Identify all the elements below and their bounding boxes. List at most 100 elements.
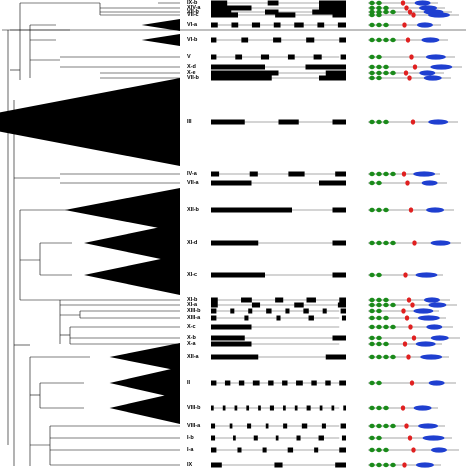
clade-triangle	[141, 34, 180, 46]
exon-block	[211, 70, 279, 76]
exon-block	[246, 405, 250, 411]
exon-block	[339, 37, 346, 43]
red-domain	[408, 324, 413, 330]
exon-block	[211, 119, 245, 125]
exon-block	[211, 0, 228, 6]
clade-label: XI-b	[187, 297, 198, 303]
green-domain	[376, 447, 382, 453]
exon-block	[312, 9, 346, 15]
clade-label: IX	[187, 462, 193, 468]
exon-block	[276, 315, 281, 321]
clade-triangle	[109, 392, 180, 424]
clade-label: VII-a	[187, 180, 199, 186]
green-domain	[369, 12, 375, 18]
red-domain	[402, 341, 408, 347]
green-domain	[383, 70, 389, 76]
clade-label: I-b	[187, 435, 194, 441]
green-domain	[376, 180, 382, 186]
exon-block	[332, 240, 346, 246]
red-domain	[403, 272, 408, 278]
red-domain	[405, 180, 410, 186]
blue-domain	[428, 302, 447, 308]
exon-block	[337, 22, 346, 28]
green-domain	[383, 302, 389, 308]
exon-block	[306, 405, 311, 411]
green-domain	[383, 324, 389, 330]
exon-block	[288, 171, 305, 177]
blue-domain	[420, 354, 443, 360]
green-domain	[376, 75, 382, 81]
green-domain	[369, 64, 375, 70]
green-domain	[383, 423, 389, 429]
exon-block	[340, 308, 346, 314]
green-domain	[369, 5, 375, 11]
green-domain	[390, 240, 396, 246]
clade-triangle	[84, 223, 180, 263]
exon-block	[211, 354, 259, 360]
green-domain	[369, 119, 375, 125]
exon-block	[294, 405, 298, 411]
green-domain	[390, 423, 396, 429]
blue-domain	[421, 37, 440, 43]
exon-block	[296, 435, 301, 441]
exon-block	[211, 75, 272, 81]
exon-block	[331, 405, 335, 411]
green-domain	[383, 5, 389, 11]
exon-block	[211, 308, 217, 314]
green-domain	[376, 308, 382, 314]
blue-domain	[423, 297, 440, 303]
exon-block	[339, 447, 346, 453]
green-domain	[376, 0, 382, 6]
clade-label: X-d	[187, 64, 196, 70]
clade-label: VII-b	[187, 75, 199, 81]
clade-label: X-c	[187, 324, 196, 330]
green-domain	[369, 315, 375, 321]
blue-domain	[430, 240, 451, 246]
clade-label: II	[187, 380, 191, 386]
exon-block	[305, 64, 346, 70]
exon-block	[252, 380, 260, 386]
exon-block	[319, 75, 346, 81]
green-domain	[376, 272, 382, 278]
exon-block	[211, 180, 252, 186]
clade-label: XI-d	[187, 240, 198, 246]
green-domain	[376, 435, 382, 441]
green-domain	[376, 22, 382, 28]
exon-block	[211, 37, 217, 43]
exon-block	[229, 423, 233, 429]
blue-domain	[423, 75, 442, 81]
exon-block	[211, 272, 265, 278]
exon-block	[211, 341, 252, 347]
clade-label: VII-c	[187, 12, 199, 18]
exon-block	[211, 207, 292, 213]
blue-domain	[426, 207, 445, 213]
exon-block	[319, 5, 346, 11]
exon-block	[319, 180, 346, 186]
exon-block	[303, 308, 309, 314]
blue-domain	[418, 423, 439, 429]
red-domain	[401, 308, 406, 314]
exon-block	[341, 315, 346, 321]
clade-label: III	[187, 119, 192, 125]
green-domain	[376, 37, 382, 43]
green-domain	[369, 207, 375, 213]
exon-block	[265, 9, 279, 15]
green-domain	[376, 341, 382, 347]
green-domain	[383, 37, 389, 43]
red-domain	[412, 64, 418, 70]
blue-domain	[419, 70, 436, 76]
green-domain	[383, 240, 389, 246]
exon-block	[332, 335, 346, 341]
green-domain	[376, 315, 382, 321]
clade-label: X-e	[187, 70, 196, 76]
blue-domain	[430, 64, 453, 70]
protein-domains	[368, 0, 462, 468]
clade-label: XIII-b	[187, 308, 201, 314]
exon-block	[343, 405, 346, 411]
red-domain	[411, 447, 416, 453]
green-domain	[376, 119, 382, 125]
exon-block	[317, 22, 325, 28]
green-domain	[369, 324, 375, 330]
clade-label: VIII-a	[187, 423, 201, 429]
exon-block	[237, 447, 242, 453]
